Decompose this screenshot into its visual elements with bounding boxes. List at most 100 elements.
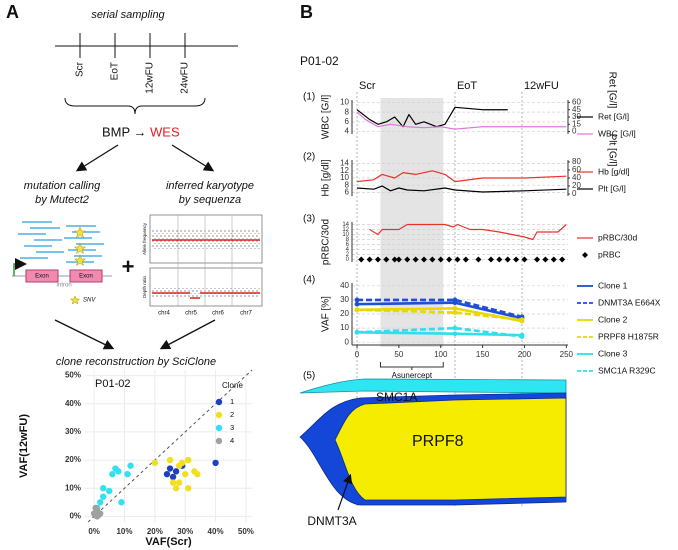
data-point bbox=[185, 485, 192, 492]
snv-label: SNV bbox=[83, 298, 96, 304]
legend-label: pRBC bbox=[598, 249, 621, 259]
chromosome-separators bbox=[177, 215, 233, 306]
y2-tick-label: 20 bbox=[572, 181, 581, 190]
legend-label: DNMT3A E664X bbox=[598, 297, 661, 307]
data-point bbox=[354, 297, 360, 303]
y-tick-label: 30% bbox=[65, 427, 81, 436]
data-point bbox=[169, 479, 177, 486]
data-point bbox=[452, 305, 458, 311]
y-tick-label: 10 bbox=[340, 98, 349, 107]
y-tick-label: 50% bbox=[65, 371, 81, 380]
data-point bbox=[182, 470, 189, 478]
x-tick-label: 0 bbox=[355, 350, 360, 359]
x-tick-label: 150 bbox=[476, 350, 490, 359]
legend-label: Hb [g/dl] bbox=[598, 166, 630, 176]
method-label: by sequenza bbox=[179, 194, 241, 206]
x-tick-label: 20% bbox=[147, 527, 163, 536]
y-tick-label: 4 bbox=[345, 127, 350, 136]
panel-label: (5) bbox=[303, 371, 315, 382]
y-tick-label: 6 bbox=[345, 188, 350, 197]
data-point bbox=[151, 459, 159, 467]
exon-label: Exon bbox=[35, 274, 49, 280]
data-point bbox=[358, 256, 365, 263]
arrow bbox=[54, 319, 115, 350]
data-point bbox=[559, 256, 566, 263]
series-line bbox=[356, 308, 523, 321]
series-line bbox=[356, 326, 523, 338]
data-point bbox=[374, 256, 381, 263]
series-line bbox=[357, 298, 523, 319]
y-tick-label: 0 bbox=[346, 257, 350, 263]
serial-sampling: serial sampling bbox=[91, 9, 165, 21]
y-axis-label: Hb [g/dl] bbox=[321, 159, 332, 196]
legend-label: Ret [G/l] bbox=[598, 111, 629, 121]
data-point bbox=[513, 256, 520, 263]
panel-b: B P01-02 bbox=[300, 2, 339, 68]
snv-stars bbox=[69, 226, 87, 305]
y-tick-label: 20% bbox=[65, 455, 81, 464]
y2-tick-label: 15 bbox=[572, 119, 581, 128]
exon-label: Exon bbox=[79, 274, 93, 280]
event-label: 12wFU bbox=[524, 80, 559, 92]
y-tick-label: 2 bbox=[346, 252, 350, 258]
reads bbox=[18, 221, 104, 263]
y2-tick-label: 0 bbox=[572, 189, 577, 198]
fish-plot: (5) SMC1A PRPF8 DNMT3A bbox=[299, 371, 567, 528]
data-point bbox=[534, 256, 541, 263]
y-tick-label: 40 bbox=[340, 281, 349, 290]
data-point bbox=[185, 456, 192, 464]
series-line bbox=[356, 170, 567, 183]
x-tick-label: 50% bbox=[238, 527, 254, 536]
y-tick-label: 4 bbox=[346, 247, 350, 253]
data-point bbox=[391, 256, 398, 263]
data-point bbox=[519, 334, 525, 339]
data-point bbox=[106, 487, 113, 495]
data-point bbox=[175, 479, 183, 486]
scatter-chart: 0% 10% 20% 30% 40% 50% 0% 10% 20% 30% 40% 50% P01-02… bbox=[18, 369, 254, 548]
y-axis-label: WBC [G/l] bbox=[321, 95, 332, 140]
chromosome-label: chr4 bbox=[158, 311, 170, 317]
data-point bbox=[452, 310, 458, 315]
intron-label: Intron bbox=[56, 283, 71, 289]
timepoint-label: EoT bbox=[110, 62, 121, 80]
event-label: Scr bbox=[359, 80, 376, 92]
data-point bbox=[404, 256, 411, 263]
data-point bbox=[109, 470, 116, 478]
method-label: clone reconstruction by SciClone bbox=[56, 356, 216, 368]
data-point bbox=[452, 325, 458, 331]
timepoint-label: Scr bbox=[75, 61, 86, 77]
line-chart: (4) 0 10 20 30 40 VAF [%] 0 50 100 150 200 250 Clone … bbox=[303, 275, 661, 376]
y-tick-label: 10 bbox=[340, 323, 349, 332]
axis-label: Depth ratio bbox=[142, 275, 147, 298]
arrow bbox=[75, 144, 119, 172]
data-point bbox=[118, 499, 125, 506]
arrow bbox=[171, 144, 215, 172]
legend-label: Clone 1 bbox=[598, 280, 628, 290]
wes-label: WES bbox=[150, 124, 180, 139]
y-tick-label: 8 bbox=[345, 107, 350, 116]
data-point bbox=[452, 297, 458, 303]
clone-label: PRPF8 bbox=[412, 433, 464, 450]
legend-label: Clone 3 bbox=[598, 348, 628, 358]
chromosome-label: chr6 bbox=[212, 311, 224, 317]
y-tick-label: 6 bbox=[345, 117, 350, 126]
treatment-shading bbox=[380, 98, 444, 347]
legend-label: PRPF8 H1875R bbox=[598, 331, 659, 341]
data-point bbox=[169, 473, 177, 481]
data-point bbox=[366, 256, 373, 263]
y-tick-label: 14 bbox=[340, 159, 349, 168]
legend-label: pRBC/30d bbox=[598, 232, 637, 242]
y-tick-label: 6 bbox=[346, 242, 350, 248]
data-point bbox=[475, 256, 482, 263]
data-point bbox=[429, 256, 436, 263]
karyotype-frame bbox=[149, 267, 263, 307]
panel-a: A serial sampling Scr EoT 12wFU 24wFU BM… bbox=[6, 2, 263, 368]
x-tick-label: 200 bbox=[518, 350, 532, 359]
data-point bbox=[354, 329, 360, 335]
series-line bbox=[369, 223, 567, 241]
y2-tick-label: 80 bbox=[572, 157, 581, 166]
y-tick-label: 14 bbox=[342, 222, 349, 228]
clone-prpf8 bbox=[334, 397, 567, 501]
